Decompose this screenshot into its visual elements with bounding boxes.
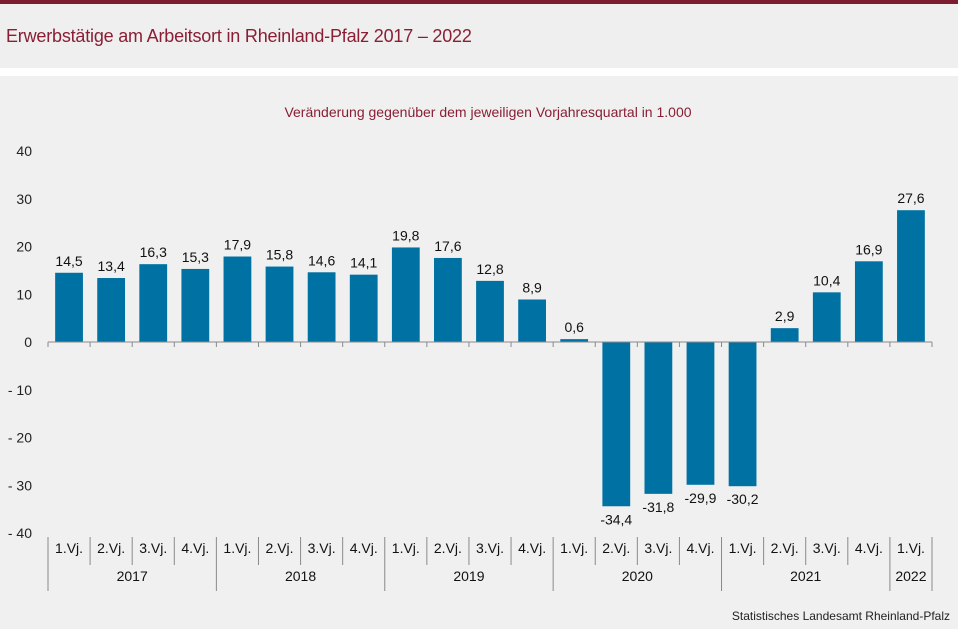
x-tick-label: 1.Vj. — [223, 540, 251, 556]
bar — [349, 274, 378, 342]
x-tick-label: 4.Vj. — [350, 540, 378, 556]
bar-value-label: 13,4 — [98, 258, 125, 274]
y-tick-label: - 10 — [8, 382, 32, 398]
year-label: 2017 — [117, 568, 148, 584]
y-tick-label: 10 — [16, 286, 32, 302]
bar-value-label: 27,6 — [897, 190, 924, 206]
bar — [265, 266, 294, 342]
bar-value-label: 15,8 — [266, 247, 293, 263]
bar-value-label: -34,4 — [600, 511, 632, 527]
bar — [97, 278, 126, 342]
bar-value-label: 14,1 — [350, 255, 377, 271]
year-label: 2022 — [895, 568, 926, 584]
x-tick-label: 1.Vj. — [729, 540, 757, 556]
bar-value-label: 14,6 — [308, 252, 335, 268]
y-tick-label: 40 — [16, 143, 32, 159]
source-note: Statistisches Landesamt Rheinland-Pfalz — [731, 609, 950, 623]
bar-value-label: 16,9 — [855, 241, 882, 257]
bar — [728, 342, 757, 487]
y-tick-label: - 30 — [8, 477, 32, 493]
bar-value-label: 2,9 — [775, 308, 795, 324]
bar — [812, 292, 841, 342]
bar-value-label: -29,9 — [685, 490, 717, 506]
x-tick-label: 2.Vj. — [602, 540, 630, 556]
x-tick-label: 1.Vj. — [55, 540, 83, 556]
bar — [686, 342, 715, 485]
x-tick-label: 1.Vj. — [392, 540, 420, 556]
x-tick-label: 1.Vj. — [560, 540, 588, 556]
bar — [560, 339, 589, 342]
x-tick-label: 3.Vj. — [308, 540, 336, 556]
bar-value-label: 0,6 — [564, 319, 584, 335]
year-label: 2021 — [790, 568, 821, 584]
bar-value-label: 12,8 — [476, 261, 503, 277]
x-tick-label: 1.Vj. — [897, 540, 925, 556]
bar-value-label: 14,5 — [55, 253, 82, 269]
bar — [434, 257, 462, 342]
divider — [0, 68, 958, 76]
bar-value-label: 17,9 — [224, 237, 251, 253]
x-tick-label: 3.Vj. — [476, 540, 504, 556]
year-label: 2020 — [622, 568, 653, 584]
bar — [391, 247, 420, 342]
bar-value-label: -31,8 — [642, 499, 674, 515]
header: Erwerbstätige am Arbeitsort in Rheinland… — [0, 4, 958, 68]
bar — [476, 280, 504, 342]
page-title: Erwerbstätige am Arbeitsort in Rheinland… — [6, 26, 472, 46]
year-label: 2018 — [285, 568, 316, 584]
bar-value-label: 19,8 — [392, 227, 419, 243]
bar — [518, 299, 546, 342]
chart-panel: Veränderung gegenüber dem jeweiligen Vor… — [0, 76, 958, 629]
top-accent-line — [0, 0, 958, 4]
bar-chart: Veränderung gegenüber dem jeweiligen Vor… — [8, 104, 933, 591]
bar-value-label: 10,4 — [813, 272, 840, 288]
year-label: 2019 — [453, 568, 484, 584]
y-tick-label: - 20 — [8, 430, 32, 446]
bar — [854, 261, 883, 342]
bar-value-label: 16,3 — [140, 244, 167, 260]
bar — [770, 328, 799, 342]
x-tick-label: 2.Vj. — [434, 540, 462, 556]
bar — [223, 256, 252, 342]
y-tick-label: 0 — [24, 334, 32, 350]
bar — [644, 342, 673, 494]
bar-value-label: 17,6 — [434, 238, 461, 254]
y-tick-label: - 40 — [8, 525, 32, 541]
chart-subtitle: Veränderung gegenüber dem jeweiligen Vor… — [284, 104, 691, 120]
x-tick-label: 2.Vj. — [266, 540, 294, 556]
x-tick-label: 4.Vj. — [181, 540, 209, 556]
bar-value-label: -30,2 — [727, 491, 759, 507]
bar-value-label: 8,9 — [522, 280, 542, 296]
bar — [55, 272, 83, 342]
x-tick-label: 4.Vj. — [686, 540, 714, 556]
bar — [602, 342, 631, 507]
bar — [307, 272, 336, 342]
y-tick-label: 30 — [16, 191, 32, 207]
x-tick-label: 3.Vj. — [644, 540, 672, 556]
bar — [897, 210, 925, 342]
x-tick-label: 2.Vj. — [771, 540, 799, 556]
bar — [139, 264, 168, 342]
x-tick-label: 4.Vj. — [855, 540, 883, 556]
x-tick-label: 3.Vj. — [813, 540, 841, 556]
bar — [181, 268, 210, 342]
bar-value-label: 15,3 — [182, 249, 209, 265]
y-tick-label: 20 — [16, 239, 32, 255]
x-tick-label: 4.Vj. — [518, 540, 546, 556]
x-tick-label: 2.Vj. — [97, 540, 125, 556]
x-tick-label: 3.Vj. — [139, 540, 167, 556]
